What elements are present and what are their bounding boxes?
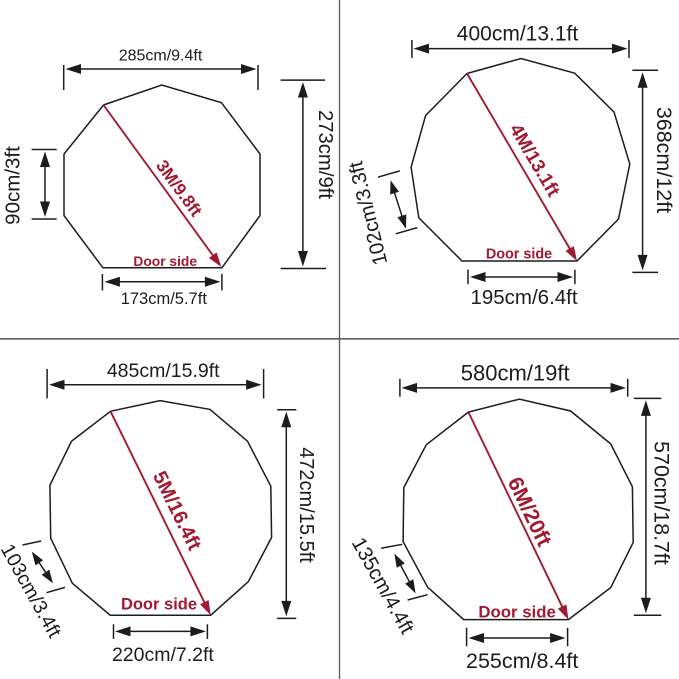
svg-text:400cm/13.1ft: 400cm/13.1ft [457, 22, 579, 45]
svg-text:6M/20ft: 6M/20ft [503, 473, 557, 550]
svg-text:Door side: Door side [486, 247, 552, 263]
svg-text:368cm/12ft: 368cm/12ft [652, 107, 676, 213]
svg-text:90cm/3ft: 90cm/3ft [2, 146, 25, 225]
svg-text:485cm/15.9ft: 485cm/15.9ft [107, 360, 220, 382]
svg-text:472cm/15.5ft: 472cm/15.5ft [295, 447, 317, 563]
svg-text:255cm/8.4ft: 255cm/8.4ft [466, 649, 578, 673]
svg-text:Door side: Door side [121, 595, 197, 613]
svg-text:273cm/9ft: 273cm/9ft [314, 110, 336, 199]
svg-text:285cm/9.4ft: 285cm/9.4ft [119, 48, 203, 65]
svg-text:220cm/7.2ft: 220cm/7.2ft [112, 644, 214, 666]
svg-text:103cm/3.4ft: 103cm/3.4ft [0, 540, 65, 642]
svg-text:5M/16.4ft: 5M/16.4ft [148, 468, 205, 554]
svg-text:Door side: Door side [478, 603, 555, 622]
svg-text:Door side: Door side [133, 254, 197, 269]
svg-text:580cm/19ft: 580cm/19ft [461, 361, 570, 386]
svg-text:195cm/6.4ft: 195cm/6.4ft [470, 286, 577, 309]
svg-text:173cm/5.7ft: 173cm/5.7ft [121, 290, 208, 308]
svg-text:570cm/18.7ft: 570cm/18.7ft [650, 441, 674, 565]
